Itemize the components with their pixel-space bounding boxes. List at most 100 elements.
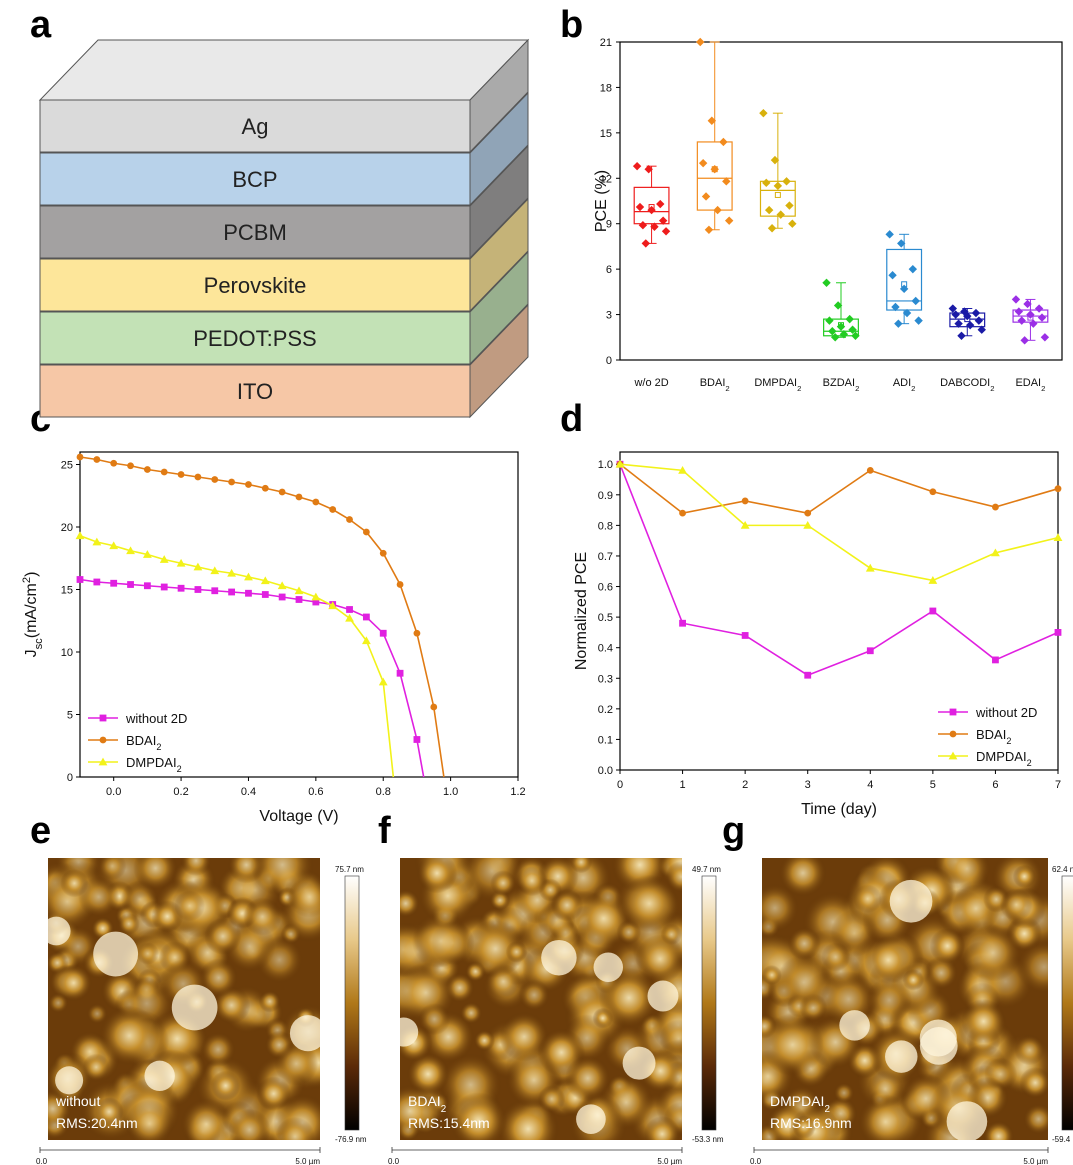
afm-scale-max-f: 49.7 nm [692, 865, 721, 874]
category-label-b-3-sub: 2 [855, 384, 859, 393]
afm-grain-g [787, 927, 821, 960]
afm-grain-f [473, 1029, 496, 1052]
data-point-b-1-1 [707, 116, 717, 125]
afm-scale-min-g: -59.4 nm [1052, 1135, 1073, 1144]
afm-grain-f [620, 874, 679, 933]
data-point-b-5-3 [951, 310, 960, 319]
afm-axis-start-e: 0.0 [36, 1157, 48, 1165]
panel-letter-g: g [722, 810, 746, 852]
xtick-label-jv-4: 0.8 [376, 786, 391, 798]
afm-grain-g [857, 1094, 913, 1140]
legend-label-stab-2-sub: 2 [1027, 758, 1032, 768]
xtick-label-stab-0: 0 [617, 779, 623, 791]
data-point-stab-0-7 [1054, 629, 1062, 636]
data-point-b-2-5 [785, 201, 794, 210]
plot-frame-b [619, 41, 1063, 361]
data-point-b-3-6 [828, 327, 837, 336]
data-point-b-4-2 [908, 264, 918, 274]
layer-label-4: PEDOT:PSS [193, 326, 316, 351]
box-group-6 [1011, 295, 1050, 345]
data-point-b-2-0 [759, 108, 768, 118]
data-point-jv-1-13 [295, 493, 303, 501]
data-point-jv-0-4 [143, 582, 151, 590]
legend-label-stab-1-main: BDAI [976, 727, 1006, 742]
data-point-jv-0-12 [278, 593, 286, 601]
data-point-jv-1-7 [194, 473, 202, 481]
afm-peak-g [889, 879, 933, 923]
afm-grain-g [1019, 1066, 1048, 1099]
afm-grain-f [564, 1055, 611, 1102]
afm-peak-g [839, 1010, 870, 1041]
legend-marker-jv-0 [99, 714, 107, 722]
afm-sample-label-g-main: DMPDAI [770, 1093, 824, 1109]
legend-label-stab-0-main: without 2D [975, 705, 1037, 720]
afm-peak-e [289, 1015, 320, 1052]
afm-rms-g: RMS:16.9nm [770, 1115, 852, 1131]
layer-side-5 [469, 303, 529, 419]
data-point-stab-2-3 [803, 520, 813, 529]
data-point-jv-1-21 [430, 703, 438, 711]
afm-grain-g [929, 928, 966, 964]
data-point-b-0-4 [647, 205, 656, 215]
afm-peak-f [647, 980, 679, 1012]
xtick-label-stab-7: 7 [1055, 779, 1061, 791]
category-label-b-4-sub: 2 [911, 384, 915, 393]
layer-label-5: ITO [237, 379, 273, 404]
legend-marker-stab-1 [949, 730, 957, 738]
box-0 [633, 186, 670, 225]
data-point-b-5-6 [954, 319, 963, 328]
data-point-jv-0-3 [127, 581, 134, 588]
category-label-b-1-sub: 2 [725, 384, 729, 393]
data-point-b-6-3 [1014, 307, 1024, 316]
y-axis-label-c-rest: (mA/cm [23, 583, 40, 638]
data-point-b-5-9 [957, 331, 966, 340]
afm-grain-e [48, 992, 69, 1014]
category-label-b-6-sub: 2 [1041, 384, 1045, 393]
data-point-b-0-2 [656, 199, 665, 209]
data-point-jv-0-13 [295, 596, 303, 603]
data-point-jv-2-15 [328, 601, 338, 610]
afm-grain-f [400, 889, 420, 918]
data-point-b-4-3 [888, 271, 897, 280]
legend-marker-jv-1 [99, 736, 107, 744]
data-point-jv-2-1 [92, 537, 102, 546]
data-point-b-4-0 [885, 230, 894, 239]
afm-axis-end-g: 5.0 µm [1023, 1157, 1048, 1165]
y-axis-label-b: PCE (%) [593, 170, 610, 232]
afm-grain-f [490, 870, 516, 896]
data-point-jv-1-20 [413, 629, 421, 637]
afm-colorbar-f [701, 875, 717, 1131]
ytick-label-jv-0: 0 [67, 772, 73, 784]
legend-marker-stab-0 [949, 708, 957, 716]
x-axis-label-stab: Time (day) [801, 801, 877, 818]
box-4 [886, 248, 923, 311]
afm-scale-max-g: 62.4 nm [1052, 865, 1073, 874]
afm-grain-f [537, 1085, 566, 1113]
category-label-b-4-main: ADI [893, 377, 911, 389]
afm-grain-e [174, 890, 206, 922]
ytick-label-jv-5: 25 [61, 460, 73, 472]
afm-grain-e [94, 1097, 124, 1127]
afm-grain-f [416, 858, 458, 894]
afm-grain-f [516, 865, 548, 897]
category-label-b-5-main: DABCODI [940, 377, 990, 389]
data-point-jv-2-6 [176, 558, 186, 567]
afm-grain-g [762, 883, 800, 933]
layer-front-3 [39, 258, 471, 312]
data-point-b-1-5 [722, 177, 731, 186]
afm-grain-e [98, 858, 127, 881]
data-point-jv-2-10 [244, 572, 253, 581]
layer-side-1 [469, 91, 529, 207]
data-point-jv-1-14 [312, 498, 320, 506]
ytick-label-b-4: 12 [600, 173, 612, 185]
data-point-stab-1-3 [804, 509, 812, 517]
data-point-jv-2-9 [227, 568, 237, 577]
y-axis-label-c-sub: sc [33, 638, 45, 650]
data-point-jv-2-13 [294, 586, 304, 595]
series-line-jv-1 [79, 456, 445, 778]
data-point-jv-1-17 [362, 528, 370, 536]
data-point-jv-0-20 [413, 736, 421, 743]
ytick-label-stab-0: 0.0 [598, 765, 613, 777]
ytick-label-b-0: 0 [606, 355, 612, 367]
